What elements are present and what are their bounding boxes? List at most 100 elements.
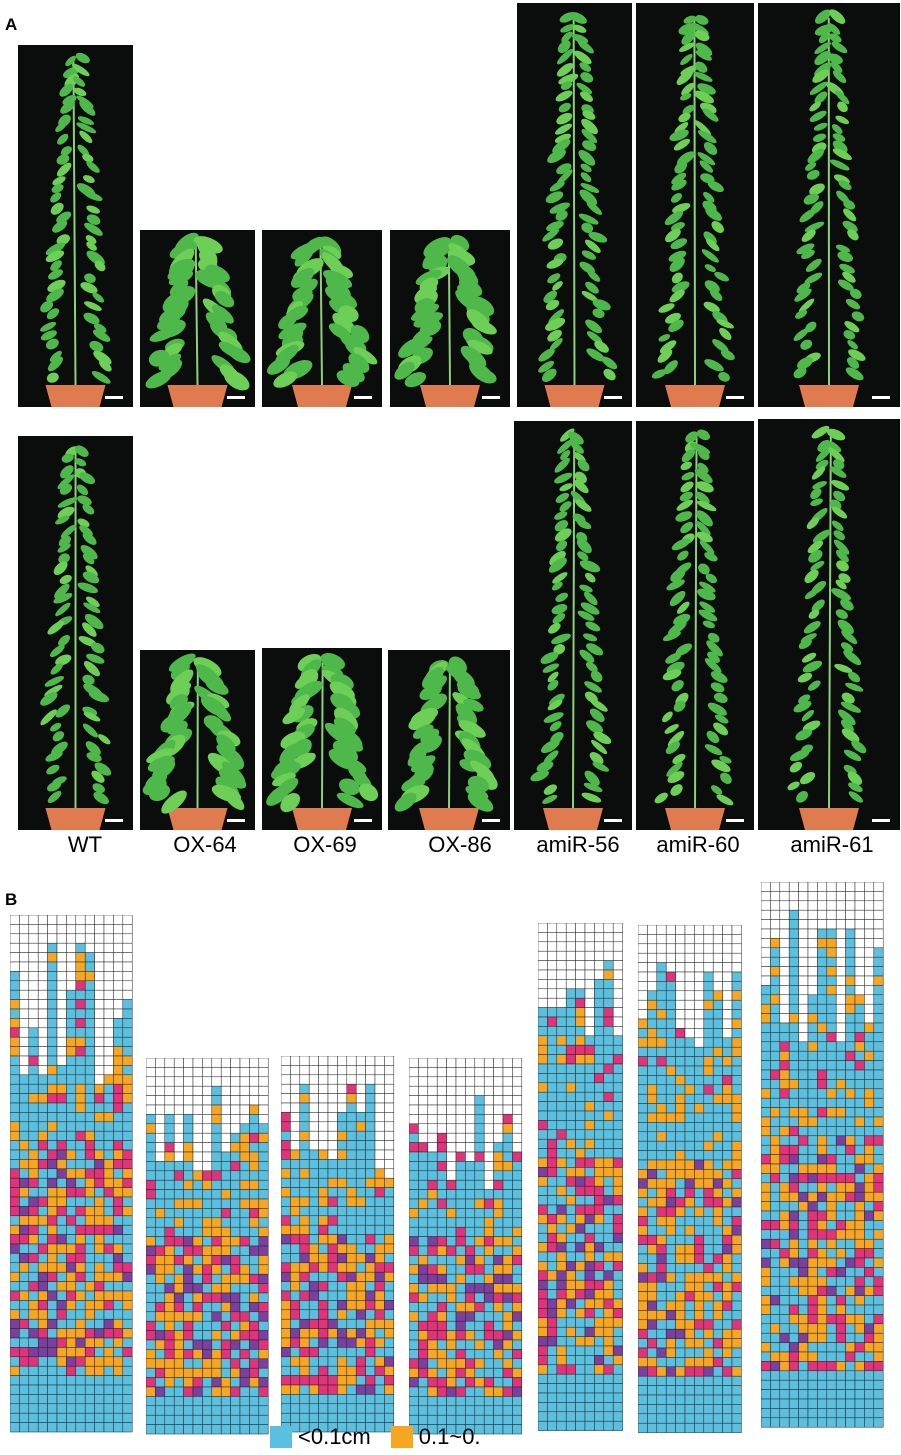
grid-cell bbox=[113, 1074, 124, 1085]
grid-cell bbox=[365, 1093, 376, 1104]
grid-cell bbox=[10, 1309, 20, 1320]
grid-cell bbox=[173, 1302, 184, 1313]
grid-cell bbox=[565, 1138, 576, 1149]
grid-cell bbox=[455, 1208, 466, 1219]
grid-cell bbox=[47, 1281, 58, 1292]
grid-cell bbox=[281, 1121, 291, 1132]
grid-cell bbox=[712, 1122, 723, 1133]
grid-cell bbox=[19, 1253, 30, 1264]
grid-cell bbox=[249, 1170, 260, 1181]
grid-cell bbox=[281, 1093, 291, 1104]
grid-cell bbox=[211, 1424, 222, 1435]
grid-cell bbox=[327, 1281, 338, 1292]
grid-cell bbox=[436, 1114, 447, 1125]
grid-cell bbox=[656, 1046, 667, 1057]
grid-cell bbox=[474, 1367, 485, 1378]
grid-cell bbox=[770, 1032, 781, 1043]
grid-cell bbox=[826, 1304, 837, 1315]
grid-cell bbox=[84, 980, 95, 991]
grid-cell bbox=[47, 1008, 58, 1019]
grid-cell bbox=[155, 1208, 166, 1219]
grid-cell bbox=[565, 1392, 576, 1403]
grid-cell bbox=[703, 1310, 714, 1321]
grid-cell bbox=[94, 1112, 105, 1123]
grid-cell bbox=[122, 1140, 133, 1151]
grid-cell bbox=[75, 1018, 86, 1029]
grid-cell bbox=[864, 1408, 875, 1419]
grid-cell bbox=[258, 1217, 269, 1228]
grid-cell bbox=[873, 1248, 884, 1259]
grid-cell bbox=[817, 1182, 828, 1193]
grid-cell bbox=[455, 1273, 466, 1284]
grid-cell bbox=[538, 1242, 548, 1253]
grid-cell bbox=[779, 956, 790, 967]
grid-cell bbox=[355, 1056, 366, 1066]
grid-cell bbox=[94, 924, 105, 935]
grid-cell bbox=[594, 1392, 605, 1403]
grid-cell bbox=[703, 1140, 714, 1151]
grid-cell bbox=[807, 975, 818, 986]
grid-cell bbox=[327, 1394, 338, 1405]
grid-cell bbox=[873, 1069, 884, 1080]
grid-cell bbox=[770, 1248, 781, 1259]
grid-cell bbox=[864, 985, 875, 996]
grid-cell bbox=[538, 1007, 548, 1018]
grid-cell bbox=[694, 1159, 705, 1170]
grid-cell bbox=[835, 1314, 846, 1325]
grid-cell bbox=[455, 1198, 466, 1209]
grid-cell bbox=[712, 999, 723, 1010]
grid-cell bbox=[183, 1264, 194, 1275]
grid-cell bbox=[122, 1046, 133, 1057]
grid-cell bbox=[779, 1041, 790, 1052]
grid-cell bbox=[355, 1168, 366, 1179]
grid-cell bbox=[675, 1281, 686, 1292]
grid-cell bbox=[512, 1330, 523, 1341]
grid-cell bbox=[173, 1396, 184, 1407]
grid-cell bbox=[854, 1191, 865, 1202]
grid-cell bbox=[202, 1339, 213, 1350]
grid-cell bbox=[239, 1170, 250, 1181]
grid-cell bbox=[146, 1349, 156, 1360]
grid-cell bbox=[384, 1309, 395, 1320]
grid-cell bbox=[502, 1311, 513, 1322]
plant-photo-wt-row1 bbox=[18, 45, 133, 407]
grid-cell bbox=[155, 1161, 166, 1172]
grid-cell bbox=[249, 1311, 260, 1322]
grid-cell bbox=[612, 1270, 623, 1281]
grid-cell bbox=[612, 932, 623, 943]
plant-illustration bbox=[266, 653, 379, 830]
grid-cell bbox=[84, 1215, 95, 1226]
grid-cell bbox=[575, 997, 586, 1008]
grid-cell bbox=[722, 1150, 733, 1161]
grid-cell bbox=[409, 1076, 419, 1087]
grid-cell bbox=[103, 1422, 114, 1433]
grid-cell bbox=[547, 1251, 558, 1262]
grid-cell bbox=[355, 1224, 366, 1235]
grid-cell bbox=[28, 1309, 39, 1320]
grid-cell bbox=[84, 924, 95, 935]
grid-cell bbox=[384, 1187, 395, 1198]
grid-cell bbox=[75, 942, 86, 953]
grid-cell bbox=[427, 1170, 438, 1181]
grid-cell bbox=[612, 1176, 623, 1187]
grid-cell bbox=[594, 1402, 605, 1413]
grid-wt bbox=[10, 915, 133, 1433]
grid-cell bbox=[103, 1403, 114, 1414]
grid-cell bbox=[446, 1255, 457, 1266]
grid-cell bbox=[873, 1097, 884, 1108]
grid-cell bbox=[47, 1036, 58, 1047]
grid-cell bbox=[173, 1142, 184, 1153]
grid-cell bbox=[556, 1317, 567, 1328]
grid-cell bbox=[10, 1262, 20, 1273]
grid-cell bbox=[594, 941, 605, 952]
grid-cell bbox=[308, 1290, 319, 1301]
grid-cell bbox=[327, 1177, 338, 1188]
grid-cell bbox=[835, 1210, 846, 1221]
grid-cell bbox=[584, 1138, 595, 1149]
grid-cell bbox=[817, 891, 828, 902]
grid-cell bbox=[779, 1032, 790, 1043]
grid-cell bbox=[483, 1189, 494, 1200]
grid-cell bbox=[19, 933, 30, 944]
grid-cell bbox=[502, 1386, 513, 1397]
grid-cell bbox=[603, 1420, 614, 1431]
